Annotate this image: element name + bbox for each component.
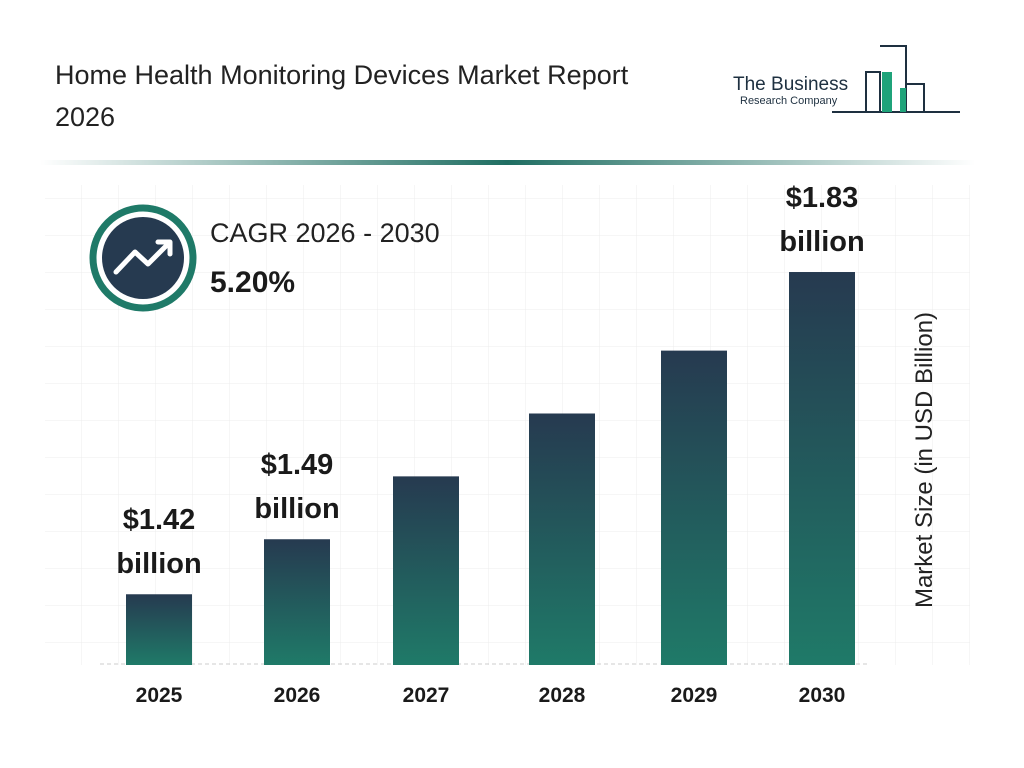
x-tick-label: 2025 <box>135 684 183 707</box>
data-label: $1.49 billion <box>254 449 340 526</box>
x-tick-label: 2029 <box>670 684 718 707</box>
x-tick-label: 2030 <box>798 684 846 707</box>
data-label: $1.42 billion <box>116 504 202 581</box>
data-label: $1.83 billion <box>779 182 865 259</box>
bar <box>789 272 855 665</box>
cagr-icon <box>89 204 197 312</box>
bar <box>529 413 595 665</box>
bar <box>264 539 330 665</box>
divider <box>40 160 975 165</box>
logo-mark <box>832 45 960 113</box>
bar <box>393 476 459 665</box>
logo-subtext: Research Company <box>740 95 838 107</box>
x-tick-label: 2028 <box>538 684 586 707</box>
cagr-label: CAGR 2026 - 2030 <box>210 218 440 248</box>
x-tick-label: 2027 <box>402 684 450 707</box>
bar <box>661 350 727 665</box>
x-tick-label: 2026 <box>273 684 321 707</box>
chart-title: Home Health Monitoring Devices Market Re… <box>55 60 629 132</box>
bar <box>126 594 192 665</box>
cagr-value: 5.20% <box>210 266 296 299</box>
logo-text: The Business <box>733 74 849 95</box>
y-axis-label: Market Size (in USD Billion) <box>911 311 938 609</box>
